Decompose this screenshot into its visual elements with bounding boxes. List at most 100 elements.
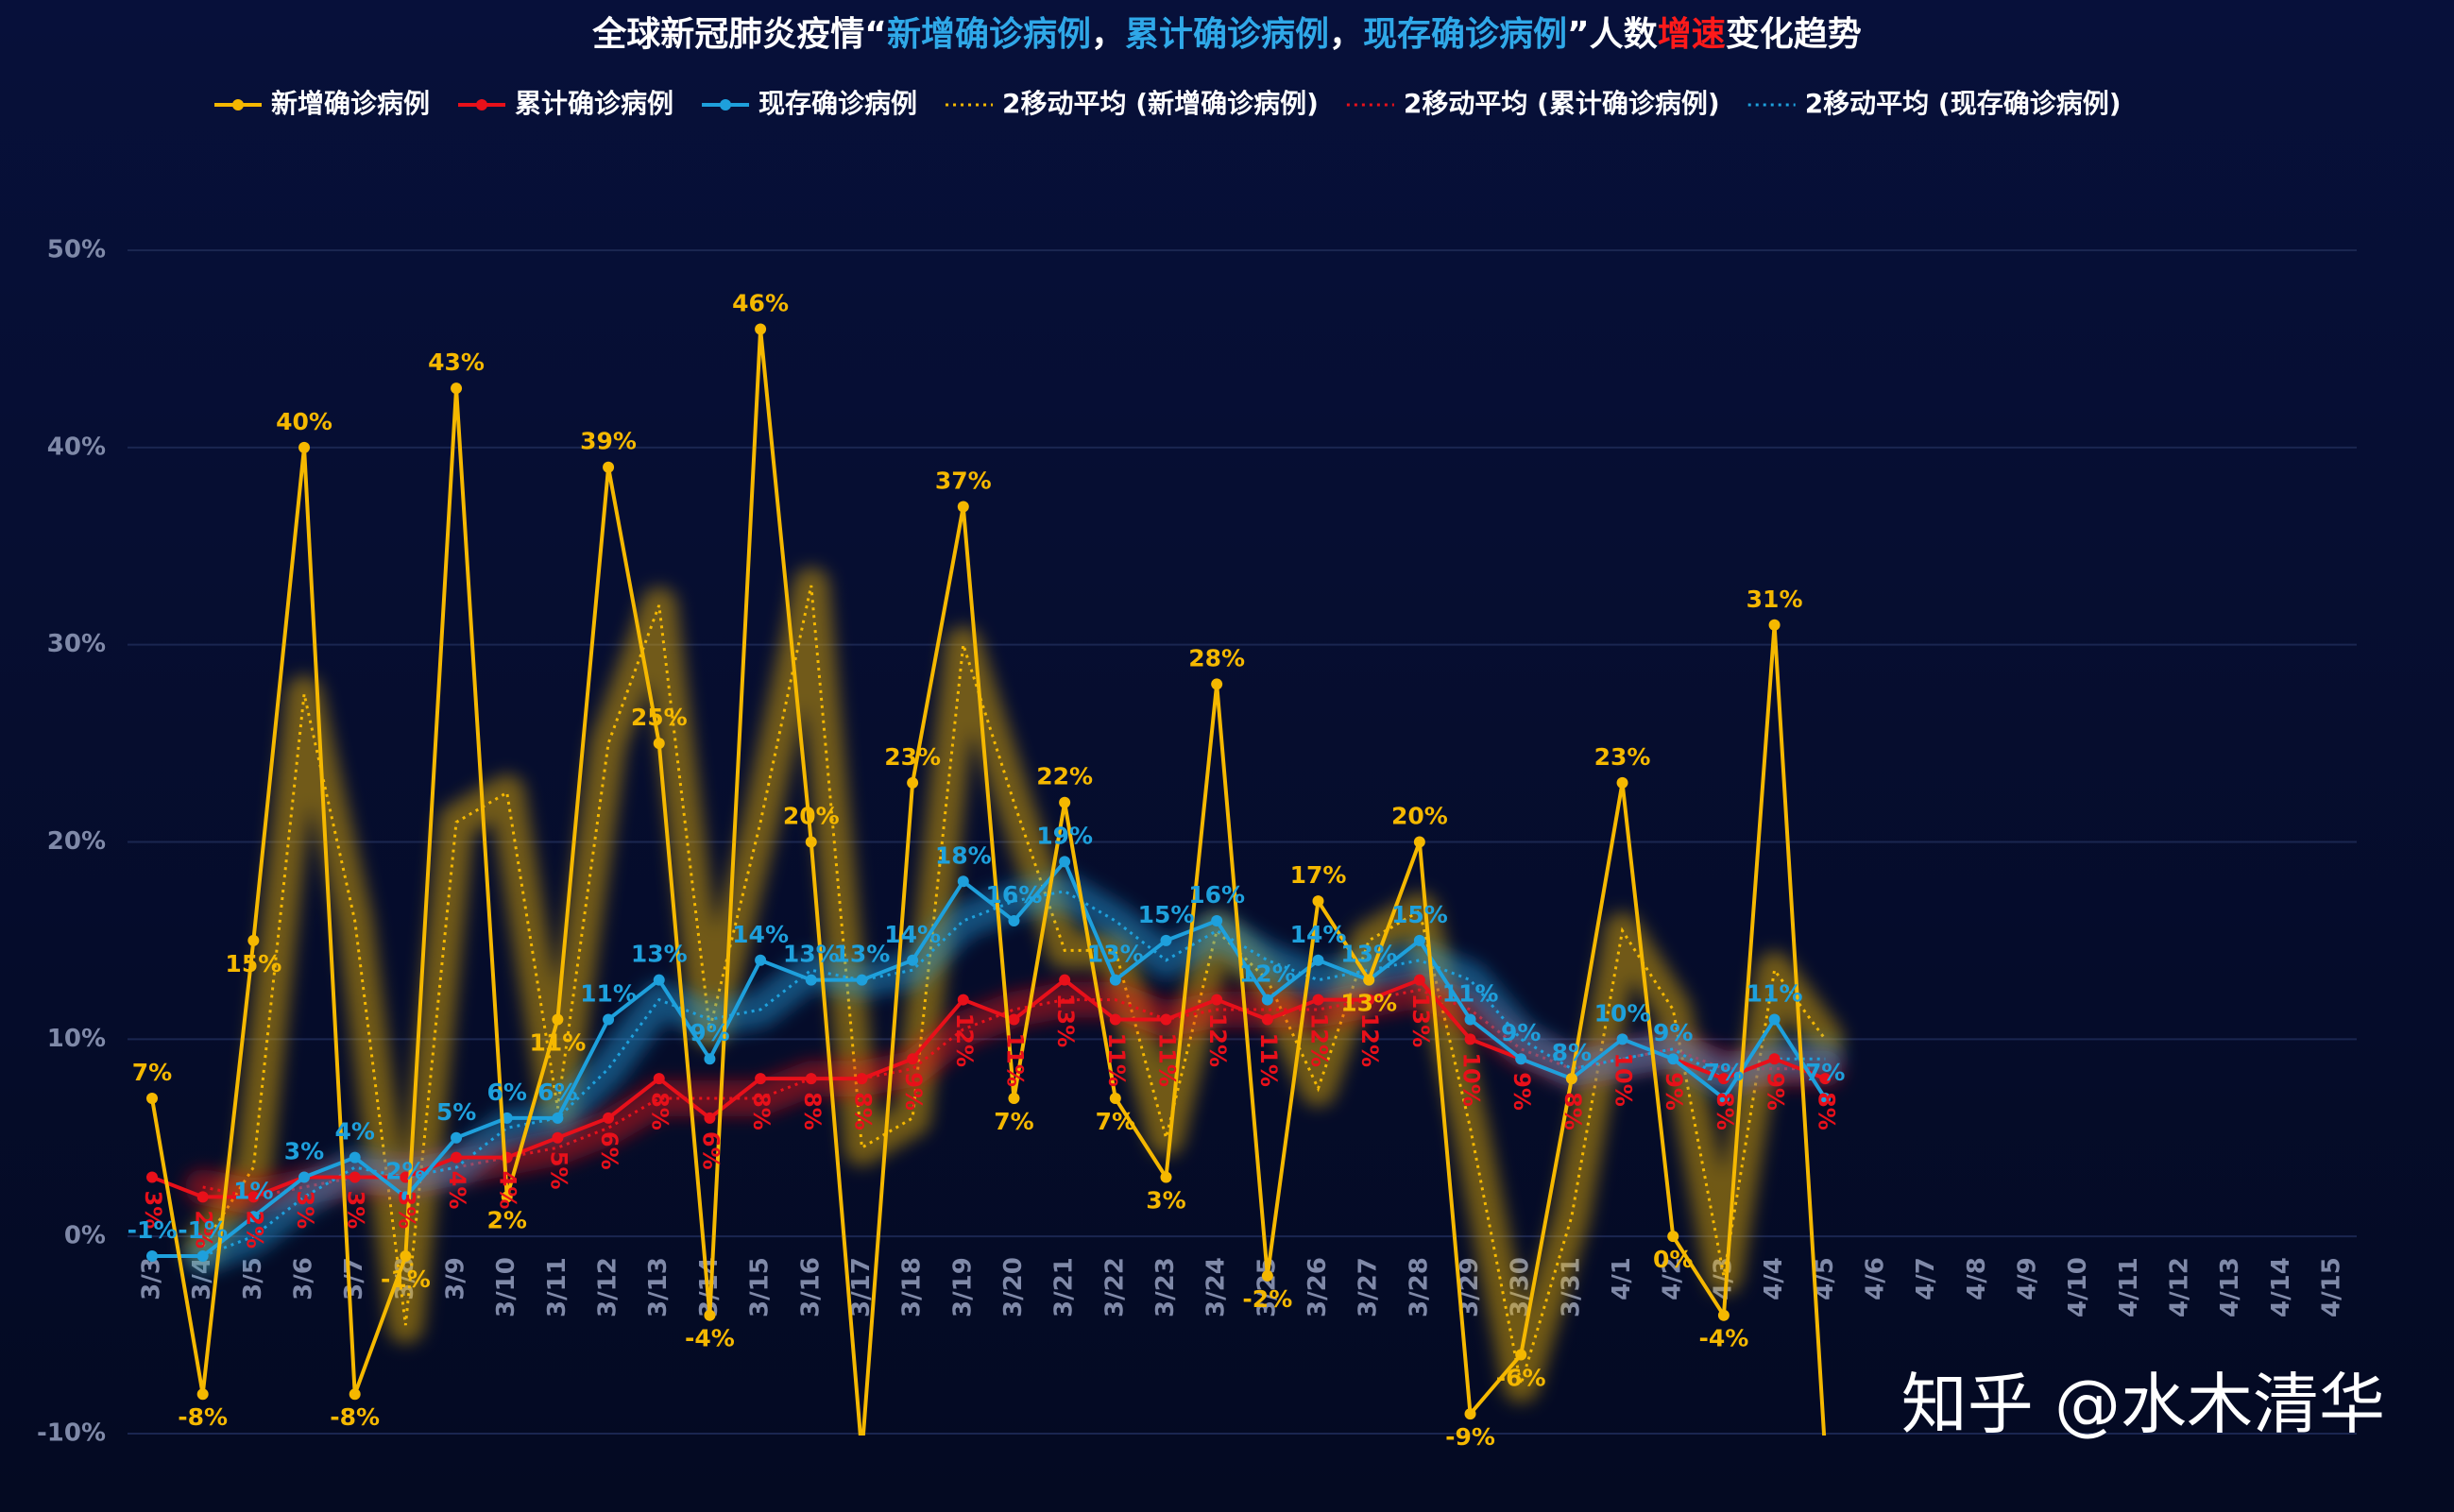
- series-line: [152, 859, 1827, 1259]
- data-point: [1565, 1073, 1577, 1085]
- data-point: [1160, 1171, 1172, 1183]
- data-label: 10%: [1594, 999, 1651, 1027]
- data-label: 10%: [1458, 1052, 1485, 1106]
- data-label: 12%: [1239, 960, 1296, 988]
- y-tick-label: 40%: [47, 433, 106, 461]
- data-point: [1464, 1408, 1476, 1420]
- x-tick-label: 3/23: [1151, 1257, 1180, 1317]
- y-tick-label: 20%: [47, 827, 106, 856]
- data-point: [1008, 915, 1020, 927]
- data-label: 12%: [1356, 1013, 1383, 1067]
- data-label: 23%: [884, 743, 941, 771]
- data-point: [247, 1211, 260, 1223]
- data-label: 11%: [580, 979, 637, 1007]
- data-point: [1413, 836, 1425, 848]
- data-label: 15%: [1138, 901, 1195, 928]
- data-point: [957, 501, 969, 513]
- title-part: 增速: [1658, 15, 1726, 54]
- x-tick-label: 4/14: [2267, 1257, 2295, 1317]
- data-label: 28%: [1188, 644, 1245, 671]
- data-point: [704, 1309, 716, 1321]
- data-label: 8%: [849, 1092, 876, 1130]
- title-part: 现存确诊病例: [1363, 15, 1567, 54]
- data-label: 11%: [1255, 1032, 1282, 1086]
- legend-label: 现存确诊病例: [758, 88, 917, 119]
- data-label: 3%: [393, 1191, 419, 1230]
- x-tick-label: 4/12: [2165, 1257, 2193, 1317]
- legend-label: 2移动平均 (现存确诊病例): [1805, 88, 2122, 119]
- data-point: [1261, 994, 1273, 1006]
- data-label: 13%: [1340, 941, 1397, 968]
- data-label: 3%: [343, 1191, 369, 1230]
- data-label: 20%: [1391, 803, 1448, 830]
- data-label: 3%: [284, 1138, 324, 1165]
- data-label: 39%: [580, 428, 637, 455]
- data-point: [349, 1151, 361, 1164]
- data-label: 8%: [1712, 1092, 1738, 1130]
- data-label: 2%: [241, 1210, 267, 1249]
- data-label: 6%: [486, 1079, 526, 1106]
- data-label: -1%: [128, 1216, 178, 1244]
- x-tick-label: 3/3: [138, 1257, 166, 1300]
- x-tick-label: 4/11: [2115, 1257, 2143, 1317]
- data-label: -1%: [381, 1266, 431, 1293]
- data-label: 2%: [486, 1206, 526, 1233]
- data-label: 9%: [900, 1072, 927, 1111]
- data-point: [1363, 974, 1375, 986]
- data-point: [1059, 974, 1071, 986]
- data-label: 8%: [748, 1092, 775, 1130]
- data-point: [653, 1073, 665, 1085]
- data-point: [1109, 1092, 1121, 1104]
- data-point: [755, 1073, 767, 1085]
- legend-marker: [720, 99, 732, 110]
- x-tick-label: 3/21: [1050, 1257, 1079, 1317]
- data-point: [146, 1250, 158, 1263]
- data-label: -4%: [685, 1325, 735, 1352]
- data-label: 7%: [1096, 1108, 1135, 1135]
- data-point: [1667, 1053, 1679, 1065]
- data-point: [1768, 1013, 1781, 1026]
- data-label: 11%: [529, 1028, 586, 1056]
- data-label: 12%: [951, 1013, 978, 1067]
- x-tick-label: 3/28: [1405, 1257, 1433, 1317]
- data-point: [653, 974, 665, 986]
- data-point: [552, 1013, 564, 1026]
- x-tick-label: 3/18: [898, 1257, 927, 1317]
- data-label: 3%: [140, 1191, 166, 1230]
- data-label: 8%: [1552, 1039, 1592, 1066]
- data-point: [957, 875, 969, 888]
- data-point: [1109, 1013, 1121, 1026]
- legend-label: 2移动平均 (累计确诊病例): [1404, 88, 1720, 119]
- title-part: ，: [1329, 15, 1363, 54]
- data-label: 5%: [436, 1098, 476, 1126]
- data-label: 7%: [132, 1059, 172, 1086]
- data-label: 9%: [1653, 1019, 1693, 1046]
- x-tick-label: 3/6: [290, 1257, 318, 1300]
- data-point: [704, 1112, 716, 1124]
- data-point: [1768, 619, 1781, 631]
- data-label: 14%: [1290, 921, 1347, 948]
- data-label: 15%: [1391, 901, 1448, 928]
- data-label: 5%: [545, 1151, 571, 1190]
- data-label: 14%: [732, 921, 789, 948]
- data-point: [349, 1171, 361, 1183]
- data-point: [653, 738, 665, 750]
- data-point: [1211, 678, 1223, 690]
- data-point: [907, 954, 919, 966]
- data-point: [146, 1171, 158, 1183]
- data-point: [247, 934, 260, 946]
- legend-label: 累计确诊病例: [515, 88, 673, 119]
- x-tick-label: 4/4: [1760, 1257, 1788, 1300]
- data-label: 16%: [1188, 881, 1245, 909]
- data-label: 37%: [935, 467, 992, 494]
- data-label: -8%: [178, 1403, 228, 1431]
- data-label: 4%: [334, 1118, 374, 1146]
- data-point: [704, 1053, 716, 1065]
- data-point: [1667, 1231, 1679, 1243]
- data-label: 8%: [647, 1092, 673, 1130]
- x-tick-label: 4/8: [1963, 1257, 1991, 1300]
- data-point: [196, 1250, 209, 1263]
- data-label: 11%: [1153, 1032, 1180, 1086]
- data-label: 12%: [1306, 1013, 1333, 1067]
